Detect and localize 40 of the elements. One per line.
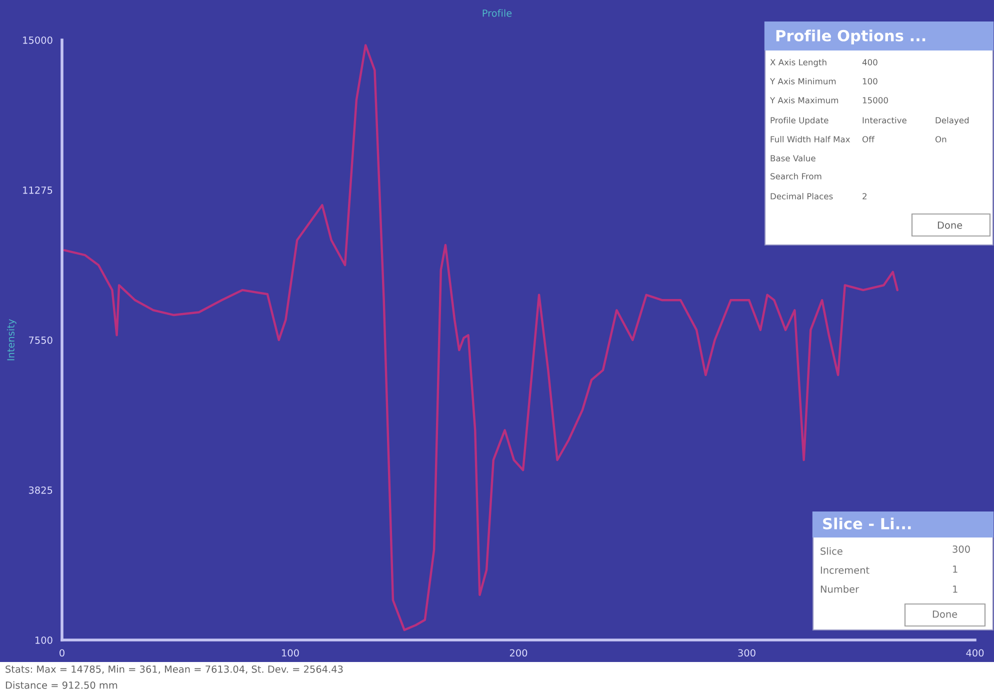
annotation: Profile Options ... (776, 30, 926, 44)
y-tick-label: 100 (35, 636, 52, 644)
annotation: Done (938, 222, 962, 229)
text: Distance = 912.50 mm (6, 681, 118, 689)
annotation: Delayed (936, 116, 969, 126)
annotation: 2 (862, 193, 866, 200)
annotation: Search From (770, 172, 822, 180)
x-tick-label: 100 (282, 649, 299, 657)
annotation: 400 (862, 59, 878, 66)
annotation: 15000 (862, 97, 888, 104)
annotation: Off (862, 136, 875, 142)
annotation: Interactive (862, 116, 906, 124)
annotation: Profile Update (770, 116, 828, 126)
annotation: X Axis Length (770, 58, 826, 68)
x-tick-label: 300 (738, 649, 756, 657)
y-axis-title: Intensity (6, 319, 16, 360)
annotation: On (935, 136, 946, 142)
annotation: Decimal Places (770, 192, 833, 200)
annotation: Number (820, 585, 860, 593)
annotation: Y Axis Maximum (770, 96, 838, 104)
annotation: Base Value (770, 154, 816, 162)
y-tick-label: 15000 (23, 36, 52, 44)
annotation: Full Width Half Max (770, 136, 850, 142)
x-tick-label: 400 (966, 649, 984, 657)
y-tick-label: 3825 (28, 486, 52, 494)
text: Stats: Max = 14785, Min = 361, Mean = 7613.04, St. Dev. = 2564.43 (6, 665, 343, 674)
annotation: 1 (953, 586, 958, 593)
y-tick-label: 7550 (29, 336, 52, 344)
annotation: Slice (820, 547, 842, 555)
annotation: 100 (862, 78, 878, 84)
y-tick-label: 11275 (23, 186, 52, 194)
annotation: Slice - Li... (823, 518, 911, 530)
chart-title: Profile (482, 9, 512, 17)
annotation: 1 (953, 566, 958, 573)
annotation: 300 (952, 545, 970, 553)
annotation: Done (932, 610, 958, 618)
x-tick-label: 200 (510, 649, 528, 657)
x-tick-label: 0 (60, 649, 64, 657)
annotation: Y Axis Minimum (770, 78, 836, 84)
annotation: Increment (820, 566, 870, 574)
